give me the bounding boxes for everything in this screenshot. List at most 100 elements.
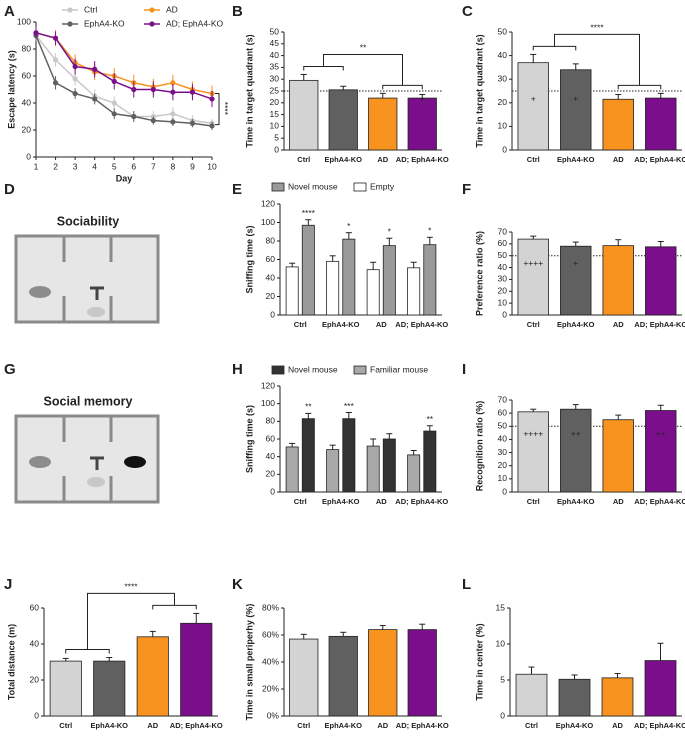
x-tick-label: Ctrl (525, 721, 538, 730)
panel-letter: D (4, 181, 15, 198)
legend-label: AD (166, 4, 178, 14)
bar (560, 245, 592, 316)
point (72, 63, 78, 70)
y-axis-label: Recognition ratio (%) (474, 401, 484, 492)
bar (407, 454, 421, 493)
legend-marker (67, 21, 73, 27)
inner-label: ++++ (523, 258, 543, 268)
point (52, 35, 59, 41)
bar (285, 266, 299, 316)
inner-label: + (420, 93, 425, 103)
x-tick-label: AD; EphA4-KO (634, 721, 685, 730)
y-axis-label: Time in target quadrant (s) (474, 34, 484, 147)
y-tick-label: 35 (270, 62, 280, 72)
significance-label: **** (302, 208, 316, 218)
bar (366, 269, 380, 316)
bar (645, 410, 677, 493)
x-tick-label: EphA4-KO (556, 721, 594, 730)
y-tick-label: 0 (274, 144, 279, 154)
series-line (35, 35, 213, 127)
bar (517, 411, 549, 493)
bar (601, 677, 634, 717)
bar (645, 246, 677, 316)
y-tick-label: 15 (496, 602, 506, 612)
panel-letter: I (462, 361, 466, 378)
y-tick-label: 120 (261, 198, 275, 208)
significance-bracket (215, 93, 220, 126)
point (52, 80, 59, 86)
y-tick-label: 20 (270, 97, 280, 107)
panel-letter: G (4, 361, 16, 378)
x-tick-label: Ctrl (59, 721, 72, 730)
y-tick-label: 5 (274, 132, 279, 142)
x-tick-label: Ctrl (294, 497, 307, 506)
series-line (35, 35, 213, 124)
x-tick-label: AD (147, 721, 158, 730)
x-tick-label: 6 (131, 161, 136, 171)
series-line (35, 32, 213, 100)
panel-letter: B (232, 3, 243, 20)
inner-label: ++ (571, 429, 581, 439)
point (33, 30, 39, 36)
mouse (124, 456, 146, 468)
legend-label: Novel mouse (288, 181, 338, 191)
bar (407, 629, 437, 717)
significance-label: ** (305, 402, 312, 412)
bar (602, 419, 634, 493)
y-tick-label: 0 (502, 309, 507, 319)
y-tick-label: 70 (498, 394, 508, 404)
y-tick-label: 30 (270, 73, 280, 83)
cup (90, 286, 104, 300)
annotation: **** (124, 582, 138, 592)
inner-label: + (573, 93, 578, 103)
significance-label: * (428, 226, 432, 236)
x-tick-label: EphA4-KO (557, 320, 595, 329)
point (170, 80, 176, 86)
diagram-title: Sociability (57, 214, 120, 228)
point (170, 111, 176, 117)
x-tick-label: AD; EphA4-KO (396, 721, 449, 730)
bar (517, 62, 549, 151)
bar (328, 89, 358, 151)
legend-swatch (353, 365, 367, 375)
bar (515, 673, 548, 717)
cup (90, 456, 104, 470)
x-tick-label: AD (612, 721, 623, 730)
x-tick-label: EphA4-KO (557, 155, 595, 164)
y-tick-label: 20 (30, 674, 40, 684)
y-axis-label: Sniffing time (s) (244, 226, 254, 294)
x-tick-label: EphA4-KO (325, 721, 363, 730)
panel-letter: A (4, 3, 15, 20)
bar (326, 449, 340, 493)
diagram-social-memory: G Social memory (4, 361, 160, 504)
y-tick-label: 40 (270, 50, 280, 60)
bar (289, 79, 319, 151)
y-tick-label: 60 (30, 602, 40, 612)
significance-label: * (388, 226, 392, 236)
y-tick-label: 40 (22, 97, 32, 107)
significance-bracket (532, 33, 662, 90)
bar (136, 636, 169, 717)
y-tick-label: 100 (17, 16, 31, 26)
y-tick-label: 20 (498, 286, 508, 296)
y-tick-label: 20 (22, 124, 32, 134)
y-tick-label: 40 (498, 50, 508, 60)
annotation: **** (220, 102, 230, 116)
point (131, 113, 137, 120)
legend-marker (67, 7, 73, 13)
arena (14, 234, 160, 324)
y-tick-label: 70 (498, 226, 508, 236)
bar (423, 244, 437, 316)
point (52, 57, 59, 63)
mouse (29, 286, 51, 298)
panel-letter: C (462, 3, 473, 20)
x-tick-label: 2 (53, 161, 58, 171)
y-tick-label: 0 (502, 144, 507, 154)
point (189, 89, 196, 95)
y-tick-label: 60 (498, 238, 508, 248)
y-tick-label: 50 (270, 26, 280, 36)
arena-walls (62, 416, 113, 502)
legend-swatch (271, 182, 285, 192)
y-tick-label: 60% (262, 629, 279, 639)
x-tick-label: AD; EphA4-KO (634, 497, 685, 506)
